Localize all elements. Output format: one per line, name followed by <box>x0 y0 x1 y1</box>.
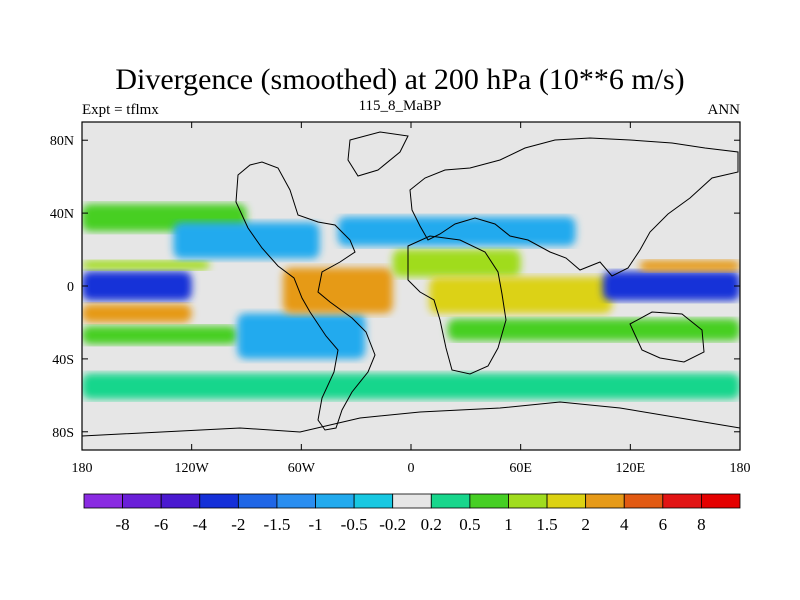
x-tick-label-1: 120W <box>175 461 210 476</box>
colorbar-label-11: 1.5 <box>536 515 557 534</box>
experiment-label: Expt = tflmx <box>82 102 159 118</box>
colorbar-box-15 <box>662 493 702 509</box>
y-tick-label-0: 80N <box>50 134 74 149</box>
coastlines <box>82 131 740 437</box>
colorbar-label-0: -8 <box>116 515 130 534</box>
divergence-region-11 <box>602 271 740 301</box>
colorbar-box-8 <box>392 493 432 509</box>
coastline-antarctica <box>82 401 740 437</box>
coastline-eurasia <box>409 137 739 277</box>
colorbar-box-0 <box>83 493 123 509</box>
colorbar-box-5 <box>276 493 316 509</box>
y-tick-label-2: 0 <box>67 280 74 295</box>
colorbar-label-6: -0.5 <box>341 515 368 534</box>
colorbar-label-14: 6 <box>659 515 668 534</box>
x-tick-label-0: 180 <box>72 461 93 476</box>
colorbar-label-5: -1 <box>308 515 322 534</box>
colorbar-box-6 <box>315 493 355 509</box>
colorbar-box-13 <box>585 493 625 509</box>
colorbar-box-1 <box>122 493 162 509</box>
divergence-region-3 <box>82 260 210 270</box>
divergence-region-8 <box>392 249 521 277</box>
colorbar-labels: -8 -6 -4 -2 -1.5 -1 -0.5 -0.2 0.2 0.5 1 1.5 2 4 6 8 <box>116 515 706 534</box>
colorbar-box-14 <box>623 493 664 509</box>
colorbar-label-8: 0.2 <box>421 515 442 534</box>
x-tick-label-5: 120E <box>616 461 646 476</box>
colorbar-boxes <box>83 493 741 509</box>
divergence-region-6 <box>237 313 366 359</box>
y-tick-label-3: 40S <box>52 353 74 368</box>
season-label: ANN <box>707 102 741 118</box>
colorbar-box-9 <box>430 493 471 509</box>
divergence-region-13 <box>447 318 740 341</box>
divergence-region-2 <box>82 271 192 301</box>
divergence-region-4 <box>82 304 192 323</box>
colorbar-box-3 <box>199 493 239 509</box>
colorbar-label-10: 1 <box>504 515 513 534</box>
divergence-region-7 <box>283 267 393 314</box>
colorbar-label-12: 2 <box>581 515 590 534</box>
colorbar-box-16 <box>701 493 741 509</box>
colorbar-box-7 <box>353 493 394 509</box>
divergence-region-5 <box>173 222 320 259</box>
x-tick-label-4: 60E <box>509 461 532 476</box>
colorbar-label-4: -1.5 <box>263 515 290 534</box>
colorbar-box-10 <box>469 493 509 509</box>
divergence-region-10 <box>337 216 576 246</box>
x-tick-label-2: 60W <box>288 461 316 476</box>
colorbar-label-1: -6 <box>154 515 168 534</box>
divergence-region-1 <box>82 326 238 345</box>
divergence-region-9 <box>429 276 613 314</box>
colorbar-label-13: 4 <box>620 515 629 534</box>
y-tick-label-1: 40N <box>50 207 74 222</box>
case-label: 115_8_MaBP <box>358 98 442 114</box>
colorbar-label-15: 8 <box>697 515 706 534</box>
coastline-africa <box>407 235 507 375</box>
colorbar-label-7: -0.2 <box>379 515 406 534</box>
colorbar-label-9: 0.5 <box>459 515 480 534</box>
divergence-field <box>82 204 740 399</box>
chart-title: Divergence (smoothed) at 200 hPa (10**6 … <box>115 63 685 96</box>
colorbar-label-2: -4 <box>193 515 208 534</box>
x-tick-label-3: 0 <box>408 461 415 476</box>
colorbar-label-3: -2 <box>231 515 245 534</box>
coastline-americas <box>235 161 376 431</box>
colorbar-box-4 <box>237 493 278 509</box>
coastline-greenland <box>347 131 409 177</box>
x-tick-label-6: 180 <box>730 461 751 476</box>
coastline-australia <box>629 311 705 363</box>
colorbar-box-2 <box>160 493 201 509</box>
divergence-region-14 <box>82 373 740 399</box>
y-tick-label-4: 80S <box>52 426 74 441</box>
map-axes: 180 120W 60W 0 60E 120E 180 80N 40N 0 40S 80S <box>50 122 751 476</box>
colorbar-box-11 <box>508 493 548 509</box>
colorbar-box-12 <box>546 493 587 509</box>
divergence-region-12 <box>639 260 740 272</box>
